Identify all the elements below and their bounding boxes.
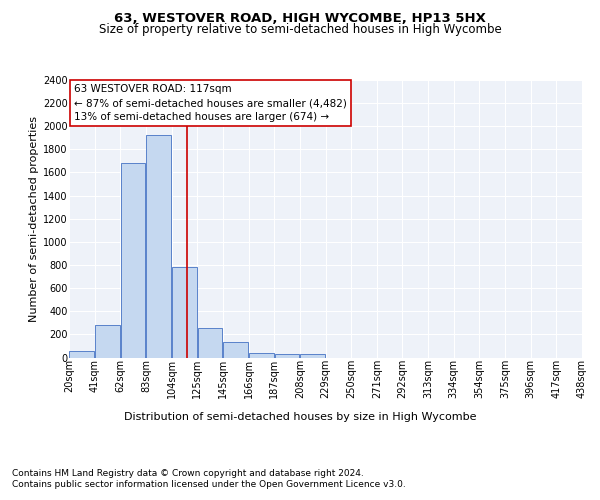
Bar (301, 354, 325, 358)
Bar (121, 163, 145, 358)
Bar (70, 350, 94, 358)
Text: Size of property relative to semi-detached houses in High Wycombe: Size of property relative to semi-detach… (98, 24, 502, 36)
Text: 63 WESTOVER ROAD: 117sqm
← 87% of semi-detached houses are smaller (4,482)
13% o: 63 WESTOVER ROAD: 117sqm ← 87% of semi-d… (74, 84, 347, 122)
Text: 63, WESTOVER ROAD, HIGH WYCOMBE, HP13 5HX: 63, WESTOVER ROAD, HIGH WYCOMBE, HP13 5H… (114, 12, 486, 26)
Bar (249, 353, 274, 358)
Y-axis label: Number of semi-detached properties: Number of semi-detached properties (29, 116, 38, 322)
Text: Contains HM Land Registry data © Crown copyright and database right 2024.: Contains HM Land Registry data © Crown c… (12, 469, 364, 478)
Text: Distribution of semi-detached houses by size in High Wycombe: Distribution of semi-detached houses by … (124, 412, 476, 422)
Bar (223, 342, 248, 357)
Bar (172, 268, 197, 358)
Text: Contains public sector information licensed under the Open Government Licence v3: Contains public sector information licen… (12, 480, 406, 489)
Bar (146, 136, 171, 358)
Bar (198, 328, 223, 358)
Bar (275, 354, 299, 358)
Bar (95, 324, 120, 358)
